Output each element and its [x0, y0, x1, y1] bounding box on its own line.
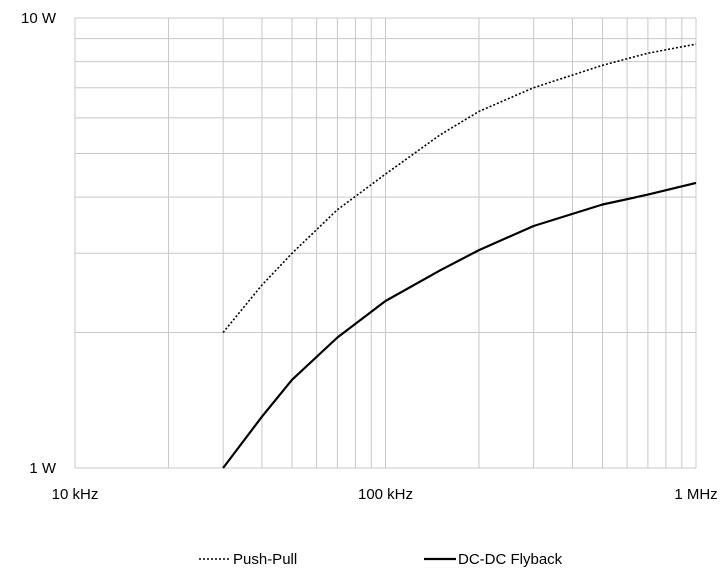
legend: Push-Pull DC-DC Flyback [199, 551, 563, 568]
y-tick-label: 1 W [29, 460, 57, 477]
y-tick-label: 10 W [21, 10, 57, 27]
tick-labels: 10 kHz 100 kHz 1 MHz 10 W 1 W [21, 10, 718, 503]
x-tick-label: 1 MHz [674, 486, 717, 503]
legend-label: DC-DC Flyback [458, 551, 563, 568]
series-line-push-pull [222, 43, 697, 334]
series-line-dc-dc-flyback [222, 181, 697, 469]
x-tick-label: 10 kHz [52, 486, 99, 503]
legend-label: Push-Pull [233, 551, 297, 568]
grid-lines [74, 17, 697, 469]
x-tick-label: 100 kHz [358, 486, 413, 503]
series-lines [222, 43, 697, 469]
